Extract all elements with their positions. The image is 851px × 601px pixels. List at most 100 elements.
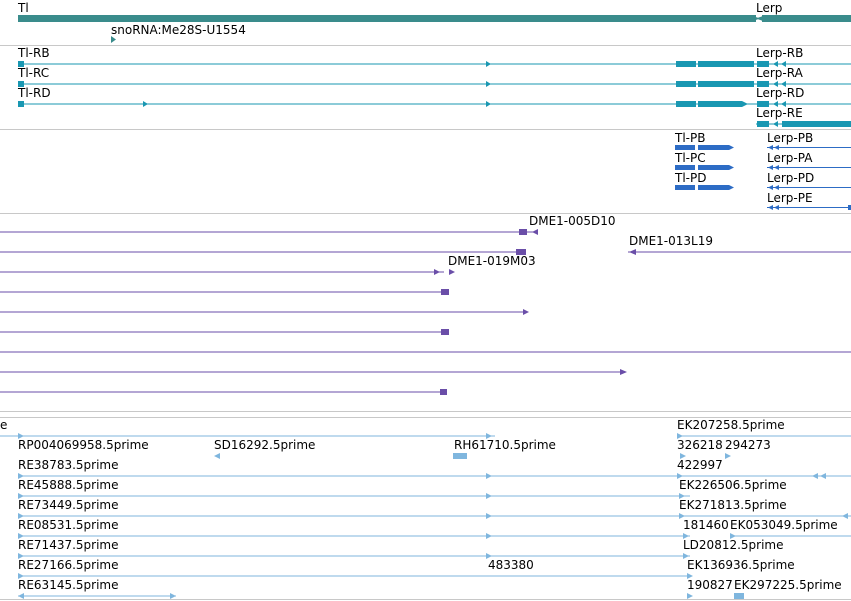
- est-feature[interactable]: RE73449.5prime: [18, 498, 851, 519]
- strand-arrow: [774, 205, 779, 210]
- strand-arrow: [18, 473, 24, 479]
- protein-label: Lerp-PA: [767, 151, 813, 165]
- gene-bar[interactable]: [18, 15, 756, 22]
- est-feature[interactable]: RE63145.5prime: [18, 578, 176, 599]
- protein-feature[interactable]: Lerp-PE: [767, 191, 851, 210]
- est-label: RE73449.5prime: [18, 498, 119, 512]
- strand-arrow: [679, 513, 685, 519]
- est-feature[interactable]: RE08531.5prime: [18, 518, 690, 539]
- gene-bar[interactable]: [762, 15, 851, 22]
- est-feature[interactable]: EK136936.5prime: [687, 558, 795, 579]
- strand-arrow: [781, 81, 786, 87]
- transcript-label: Lerp-RD: [756, 86, 804, 100]
- protein-label: Tl-PD: [674, 171, 706, 185]
- strand-arrow: [683, 533, 689, 539]
- est-feature[interactable]: 483380: [488, 558, 534, 572]
- protein-feature[interactable]: Lerp-PB: [767, 131, 851, 150]
- clone-feature[interactable]: DME1-019M03: [0, 254, 536, 275]
- strand-arrow: [434, 269, 440, 275]
- transcript-exon: [18, 81, 24, 87]
- gene-feature-tl[interactable]: Tl: [17, 1, 760, 22]
- strand-arrow: [18, 493, 24, 499]
- transcript-exon: [757, 101, 769, 107]
- est-feature[interactable]: RE27166.5prime: [18, 558, 690, 579]
- est-feature[interactable]: EK053049.5prime: [730, 513, 851, 539]
- protein-feature[interactable]: Tl-PC: [674, 151, 734, 170]
- est-feature[interactable]: 294273: [725, 438, 771, 459]
- strand-arrow: [486, 473, 492, 479]
- gene-feature-lerp[interactable]: Lerp: [756, 1, 851, 22]
- transcript-exon: [757, 81, 769, 87]
- strand-arrow: [774, 185, 779, 190]
- protein-block: [698, 145, 734, 150]
- protein-feature[interactable]: Tl-PD: [674, 171, 734, 190]
- transcript-feature[interactable]: Tl-RC: [17, 66, 756, 87]
- clone-feature[interactable]: DME1-013L19: [628, 234, 851, 255]
- est-feature[interactable]: 181460: [683, 518, 729, 539]
- protein-track: Tl-PB Tl-PC Tl-PD Lerp-PB Lerp-PA Le: [674, 131, 851, 210]
- est-label: EK207258.5prime: [677, 418, 785, 432]
- strand-arrow: [773, 121, 778, 127]
- est-feature[interactable]: EK226506.5prime: [679, 478, 787, 499]
- est-feature[interactable]: RE45888.5prime: [18, 478, 690, 499]
- est-feature[interactable]: EK297225.5prime: [734, 578, 842, 599]
- transcript-feature[interactable]: Lerp-RD: [756, 86, 851, 107]
- clone-feature[interactable]: [0, 309, 529, 315]
- gene-arrow[interactable]: [111, 36, 116, 43]
- gene-label: Lerp: [756, 1, 782, 15]
- est-feature[interactable]: 422997: [677, 458, 826, 479]
- strand-arrow: [18, 593, 24, 599]
- protein-block: [698, 165, 734, 170]
- est-feature[interactable]: RE71437.5prime: [18, 538, 690, 559]
- transcript-track: Tl-RB Tl-RC Tl-RD Lerp-RB: [17, 46, 851, 127]
- transcript-feature[interactable]: Lerp-RE: [756, 106, 851, 127]
- est-feature[interactable]: 190827: [687, 578, 733, 599]
- protein-feature[interactable]: Tl-PB: [674, 131, 734, 150]
- est-feature[interactable]: EK207258.5prime: [677, 418, 851, 439]
- transcript-exon: [676, 101, 696, 107]
- strand-arrow: [486, 101, 491, 107]
- est-block: [453, 453, 467, 459]
- gene-label: Tl: [17, 1, 29, 15]
- track-separators: [0, 45, 851, 600]
- transcript-feature[interactable]: Tl-RD: [17, 86, 756, 107]
- clone-feature[interactable]: [0, 369, 627, 375]
- transcript-label: Tl-RD: [17, 86, 51, 100]
- strand-arrow: [677, 433, 683, 439]
- strand-arrow: [773, 61, 778, 67]
- gene-feature-snorna[interactable]: snoRNA:Me28S-U1554: [111, 23, 246, 43]
- transcript-feature[interactable]: Lerp-RB: [756, 46, 851, 67]
- strand-arrow: [486, 553, 492, 559]
- transcript-exon: [698, 101, 748, 107]
- clone-feature[interactable]: [0, 389, 447, 395]
- est-feature[interactable]: RE38783.5prime: [18, 458, 851, 479]
- est-feature[interactable]: RH61710.5prime: [453, 438, 556, 459]
- est-feature[interactable]: SD16292.5prime: [214, 438, 315, 459]
- protein-feature[interactable]: Lerp-PD: [767, 171, 851, 190]
- strand-arrow: [683, 553, 689, 559]
- transcript-feature[interactable]: Tl-RB: [17, 46, 756, 67]
- transcript-exon: [676, 61, 696, 67]
- transcript-feature[interactable]: Lerp-RA: [756, 66, 851, 87]
- clone-feature[interactable]: DME1-005D10: [0, 214, 616, 235]
- transcript-exon: [757, 121, 769, 127]
- strand-arrow: [725, 453, 731, 459]
- clone-feature[interactable]: [0, 329, 449, 335]
- protein-feature[interactable]: Lerp-PA: [767, 151, 851, 170]
- strand-arrow: [486, 493, 492, 499]
- est-feature[interactable]: LD20812.5prime: [683, 538, 784, 559]
- clone-label: DME1-019M03: [448, 254, 536, 268]
- est-feature[interactable]: 326218: [677, 438, 723, 459]
- clone-feature[interactable]: [0, 289, 449, 295]
- clone-feature[interactable]: [0, 249, 526, 255]
- clone-end: [441, 289, 449, 295]
- protein-block: [675, 165, 695, 170]
- est-label: RE63145.5prime: [18, 578, 119, 592]
- protein-block: [675, 145, 695, 150]
- est-label: RE08531.5prime: [18, 518, 119, 532]
- est-feature[interactable]: EK271813.5prime: [679, 498, 787, 519]
- est-feature[interactable]: RP004069958.5prime: [0, 433, 495, 452]
- strand-arrow: [486, 533, 492, 539]
- est-label: e: [0, 418, 7, 432]
